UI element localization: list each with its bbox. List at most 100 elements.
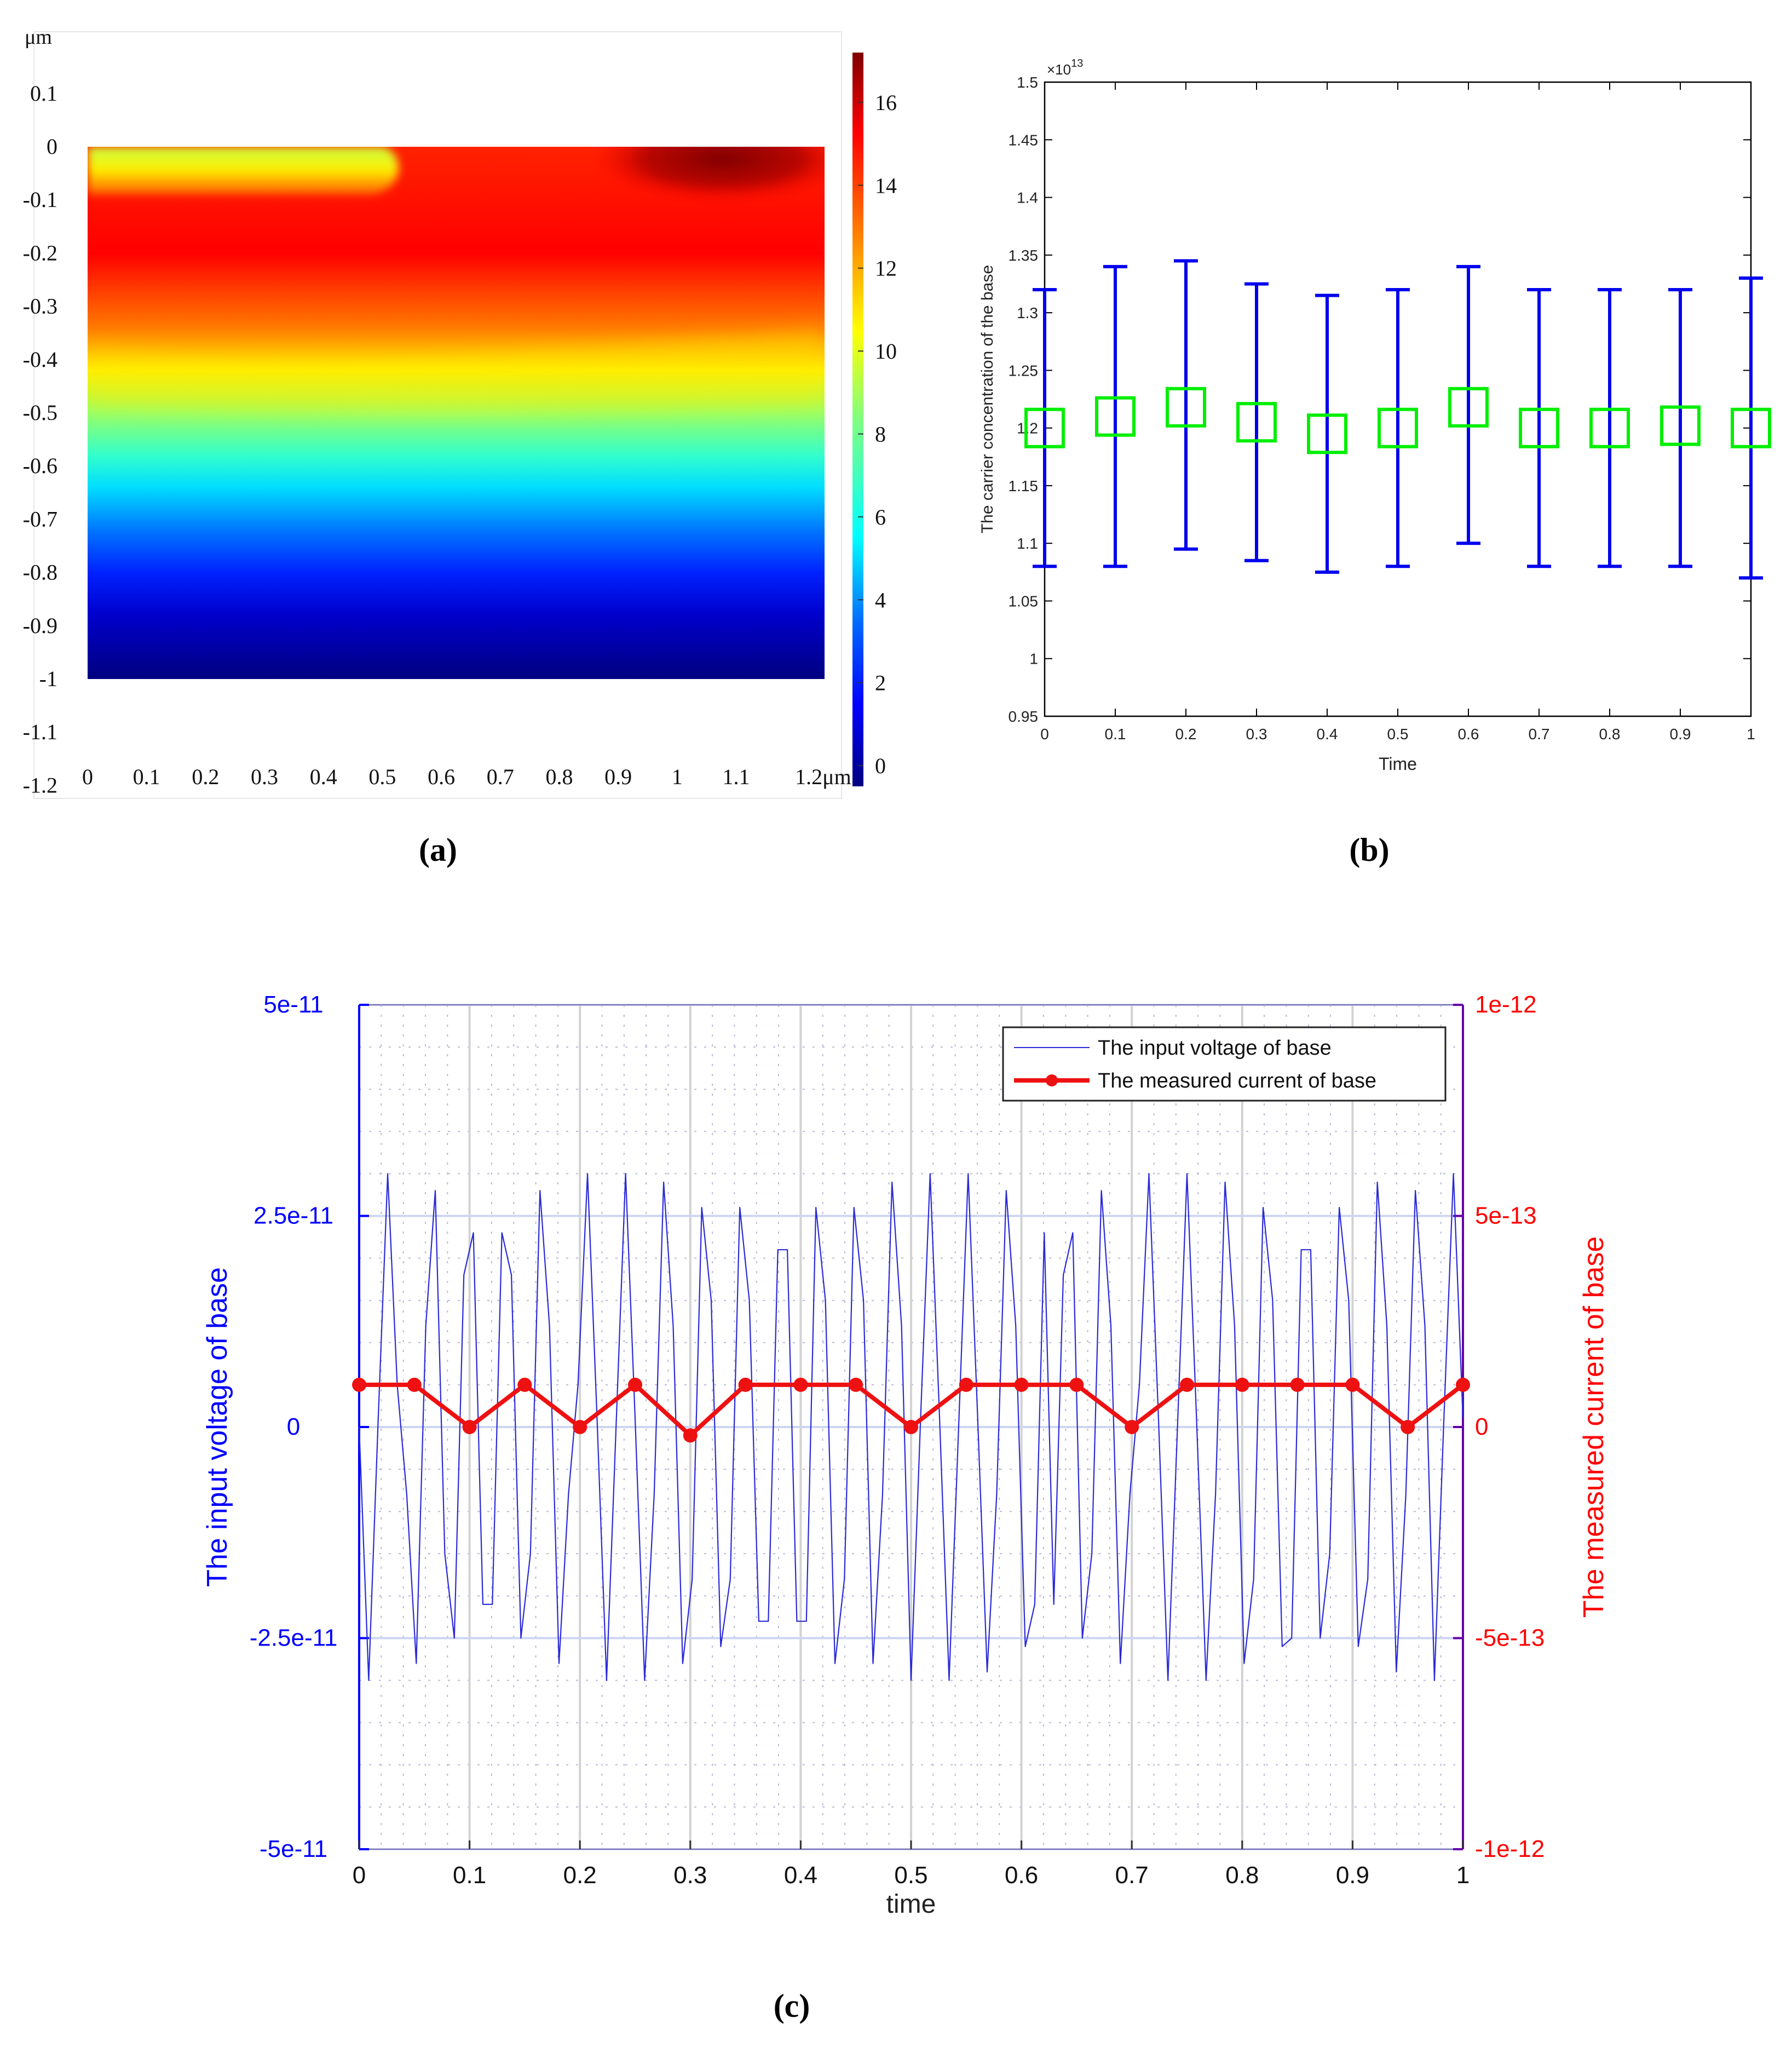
x-tick-label-b: 0.3 [1246,726,1267,743]
mean-marker [1660,405,1701,446]
legend-voltage-label: The input voltage of base [1098,1037,1332,1060]
x-tick-label: 0.8 [545,764,573,789]
y-tick-label: -0.7 [23,507,57,531]
mean-marker [1589,407,1630,448]
y-tick-label: -0.1 [23,187,57,212]
x-tick-label-c: 0.8 [1225,1862,1259,1889]
y-tick-label-b: 1.1 [1017,535,1038,552]
mean-marker [1731,407,1771,448]
x-tick-label: 0.9 [604,764,632,789]
left-tick-label: 0 [287,1413,300,1440]
y-tick-label-b: 1.5 [1017,74,1038,91]
x-tick-label-c: 0 [353,1862,366,1889]
x-tick-label: 0.2 [192,764,219,789]
x-tick-label: 1 [672,764,683,789]
y-tick-label: -1.2 [23,773,57,797]
left-tick-label: 5e-11 [263,991,323,1018]
y-tick-label-b: 1.3 [1017,304,1038,321]
right-tick-label: 1e-12 [1475,991,1537,1018]
x-tick-label: 0.6 [428,764,455,789]
mean-marker [1166,387,1206,428]
x-tick-label: 0.5 [368,764,396,789]
y-axis-title-b: The carrier concentration of the base [978,265,996,533]
current-point [352,1377,366,1392]
x-tick-label-c: 0.2 [563,1862,597,1889]
x-tick-label: 1.2μm [795,764,851,789]
x-tick-label-b: 0.8 [1599,726,1621,743]
x-tick-label-b: 1 [1747,726,1755,743]
current-point [793,1377,808,1392]
colorbar-tick-label: 14 [875,173,897,198]
x-tick-label-b: 0.5 [1387,726,1409,743]
legend: The input voltage of base The measured c… [1002,1026,1447,1102]
x-tick-label-b: 0.4 [1317,726,1338,743]
y-tick-label-b: 1 [1029,651,1038,668]
colorbar-tick-label: 2 [875,671,886,695]
x-tick-label-b: 0.6 [1458,726,1479,743]
current-point [683,1428,698,1443]
x-axis-title-b: Time [1379,754,1417,774]
y-tick-label: -1.1 [23,720,57,744]
x-axis-title-c: time [886,1890,936,1919]
x-tick-label-c: 0.7 [1115,1862,1149,1889]
y-tick-label: 0.1 [30,81,57,106]
current-point [904,1420,918,1434]
panel-label-c: (c) [774,1988,810,2024]
mean-marker [1095,396,1136,437]
colorbar-tick-label: 4 [875,588,886,612]
current-point [1290,1377,1305,1392]
current-point [628,1377,642,1392]
x-tick-label-c: 0.3 [673,1862,707,1889]
y-tick-label-b: 0.95 [1009,708,1039,725]
axis-unit-label: μm [25,26,52,49]
errorbar-series [1024,259,1771,580]
current-point [1345,1377,1360,1392]
current-point [1456,1377,1470,1392]
left-tick-label: -2.5e-11 [250,1625,338,1652]
svg-text:×1013: ×1013 [1047,57,1083,78]
panel-label-a: (a) [419,832,457,868]
x-axis-ticks: 0 0.1 0.2 0.3 0.4 0.5 0.6 0.7 0.8 0.9 1 1.1 1.2μm [82,764,851,789]
legend-box [1002,1026,1447,1102]
x-tick-label: 1.1 [722,764,750,789]
left-tick-label: 2.5e-11 [253,1203,333,1229]
mean-marker [1236,402,1277,443]
mean-marker [1307,413,1347,455]
x-tick-label-b: 0.2 [1176,726,1197,743]
x-tick-label: 0 [82,764,93,789]
y-tick-label: -0.4 [23,347,57,372]
y-axis-ticks: 0.1 0 -0.1 -0.2 -0.3 -0.4 -0.5 -0.6 -0.7 -0.8 -0.9… [23,81,57,798]
y-multiplier: ×10 [1047,61,1071,78]
panel-b-errorbar: 1.51.451.41.351.31.251.21.151.11.0510.95… [978,57,1771,868]
y-tick-label-b: 1.45 [1009,131,1039,148]
current-point [1235,1377,1249,1392]
voltage-series [358,1173,1464,1681]
current-point [407,1377,422,1392]
right-axis-title: The measured current of base [1578,1236,1610,1618]
mean-marker [1519,407,1559,448]
y-tick-label: -0.6 [23,453,57,478]
x-tick-label: 0.7 [487,764,514,789]
left-tick-label: -5e-11 [260,1836,327,1862]
heatmap-field [88,147,825,679]
current-point [1014,1377,1029,1392]
current-point [1180,1377,1194,1392]
colorbar-tick-label: 12 [875,256,897,281]
right-tick-label: -1e-12 [1475,1836,1545,1862]
current-point [517,1377,532,1392]
voltage-line [358,1173,1464,1681]
current-point [959,1377,973,1392]
x-tick-label-b: 0.9 [1670,726,1691,743]
y-tick-label: -0.9 [23,613,57,638]
panel-label-b: (b) [1349,832,1389,868]
current-point [1069,1377,1084,1392]
right-tick-label: 5e-13 [1475,1203,1537,1229]
x-tick-label-b: 0 [1040,726,1049,743]
panel-a-heatmap: μm 0.1 0 -0.1 -0.2 -0.3 -0.4 -0.5 -0.6 -0.7 -0.8 -… [23,26,897,868]
colorbar [852,53,863,786]
right-tick-label: 0 [1475,1413,1488,1440]
current-point [1401,1420,1415,1434]
y-tick-label-b: 1.25 [1009,362,1039,379]
y-tick-label-b: 1.15 [1009,478,1039,494]
